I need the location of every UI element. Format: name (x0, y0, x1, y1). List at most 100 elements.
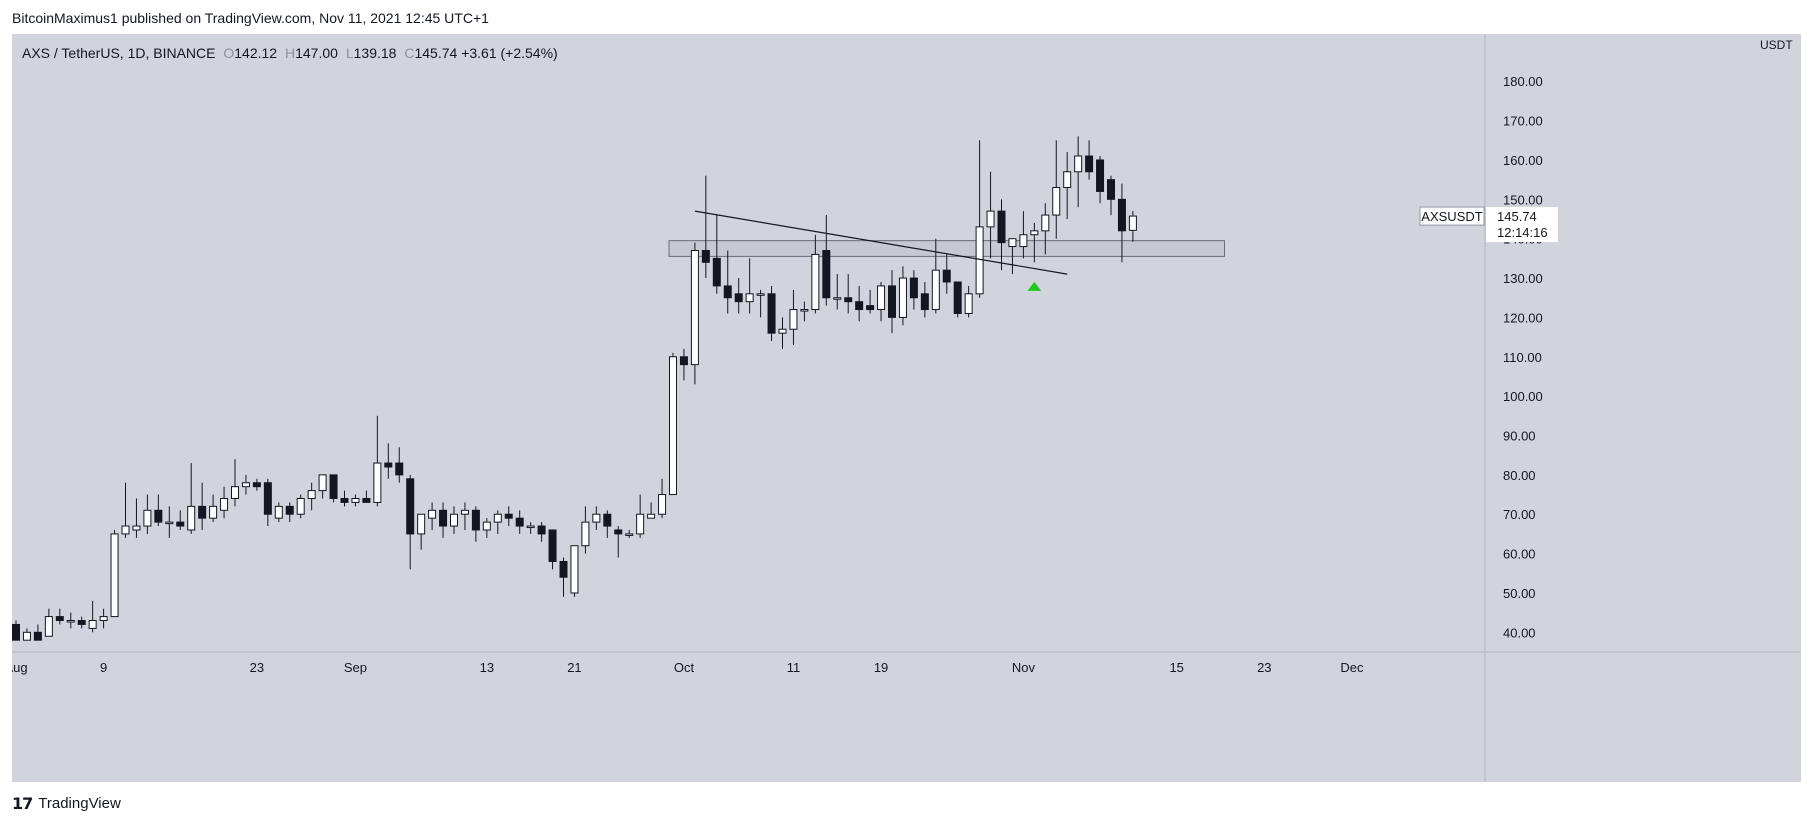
candle (198, 482, 207, 530)
candle (537, 522, 546, 542)
candle-body (756, 293, 765, 296)
low-value: 139.18 (353, 45, 397, 61)
candle (767, 285, 776, 342)
candle-body (964, 293, 973, 314)
candle (274, 502, 283, 523)
candle (800, 301, 809, 322)
candle (515, 510, 524, 534)
candle-body (395, 462, 404, 476)
breakout-marker-arrow (1027, 281, 1042, 291)
candle (406, 474, 415, 570)
candle-body (373, 462, 382, 503)
candle-body (833, 297, 842, 300)
candle (504, 506, 513, 527)
x-tick-label: 15 (1169, 660, 1183, 675)
candle (745, 258, 754, 314)
candle-body (340, 497, 349, 503)
candle (66, 612, 75, 629)
candle-body (690, 249, 699, 366)
candle (953, 281, 962, 318)
countdown-label: 12:14:16 (1497, 225, 1548, 240)
candle (1096, 156, 1105, 204)
candle-body (603, 513, 612, 527)
price-tag-box (1486, 207, 1558, 243)
tradingview-footer[interactable]: 17 TradingView (12, 794, 121, 813)
candle (570, 545, 579, 597)
candle-body (384, 462, 393, 468)
candle-body (679, 356, 688, 366)
x-tick-label: Sep (344, 660, 367, 675)
candle (1052, 140, 1061, 239)
candlestick-chart[interactable]: 40.00 50.00 60.00 70.00 80.00 90.00 100.00 110.… (12, 34, 1801, 782)
currency-label: USDT (1760, 38, 1793, 52)
candle-body (789, 309, 798, 330)
x-tick-label: 23 (250, 660, 264, 675)
candle-body (99, 616, 108, 622)
candle-body (504, 513, 513, 519)
candle (1117, 183, 1126, 263)
candle (1085, 140, 1094, 180)
x-tick-label: 9 (100, 660, 107, 675)
candle (220, 486, 229, 519)
last-price-label: 145.74 (1497, 209, 1537, 224)
candle (165, 506, 174, 538)
candle (888, 270, 896, 334)
candle-body (12, 623, 20, 641)
candle (318, 474, 327, 499)
candle (460, 502, 469, 530)
candle-body (55, 616, 64, 622)
candle-body (953, 281, 962, 314)
candle-body (22, 631, 31, 641)
candle (340, 490, 349, 507)
candle-body (548, 529, 557, 562)
candle (154, 494, 163, 527)
candle-body (767, 293, 776, 334)
candle-body (745, 293, 754, 303)
candle-body (77, 620, 86, 625)
y-tick-label: 60.00 (1503, 547, 1536, 562)
candle (12, 620, 20, 641)
candle-body (33, 631, 42, 641)
candle-body (460, 509, 469, 515)
x-tick-label: Nov (1012, 660, 1036, 675)
candle (997, 199, 1006, 271)
candle-body (1030, 230, 1039, 236)
candle (132, 498, 141, 538)
candle (690, 242, 699, 385)
candle-body (1128, 215, 1137, 231)
candle-body (241, 482, 250, 488)
candle (362, 490, 371, 503)
candle (898, 266, 907, 326)
candle-body (822, 249, 831, 299)
candle-body (669, 356, 677, 496)
candle (143, 494, 152, 534)
candle-body (942, 269, 951, 283)
y-tick-label: 50.00 (1503, 586, 1536, 601)
candle-body (132, 525, 141, 531)
candle-body (658, 494, 667, 515)
candle-body (471, 509, 480, 531)
symbol-label: AXS / TetherUS, 1D, BINANCE (22, 45, 216, 61)
candle-body (920, 293, 929, 311)
candle-body (406, 478, 415, 535)
candle (526, 522, 535, 534)
candle (734, 278, 743, 314)
candle (669, 352, 677, 496)
candle (647, 502, 656, 519)
candle-body (1085, 155, 1094, 173)
candle (99, 608, 108, 629)
candle (439, 502, 448, 538)
candle (1063, 152, 1072, 220)
candle (1128, 211, 1137, 242)
candle-body (975, 226, 984, 295)
candle-body (1107, 179, 1115, 200)
candle-body (559, 560, 568, 578)
candle (866, 289, 875, 314)
candle (296, 494, 305, 519)
ohlc-legend: AXS / TetherUS, 1D, BINANCE O142.12 H147… (22, 45, 558, 61)
candle-body (209, 505, 218, 519)
candle (285, 502, 294, 523)
candle-body (614, 529, 623, 535)
descending-trendline (694, 210, 1068, 275)
time-axis: Aug 9 23 Sep 13 21 Oct 11 19 Nov 15 23 Dec (12, 660, 1364, 675)
